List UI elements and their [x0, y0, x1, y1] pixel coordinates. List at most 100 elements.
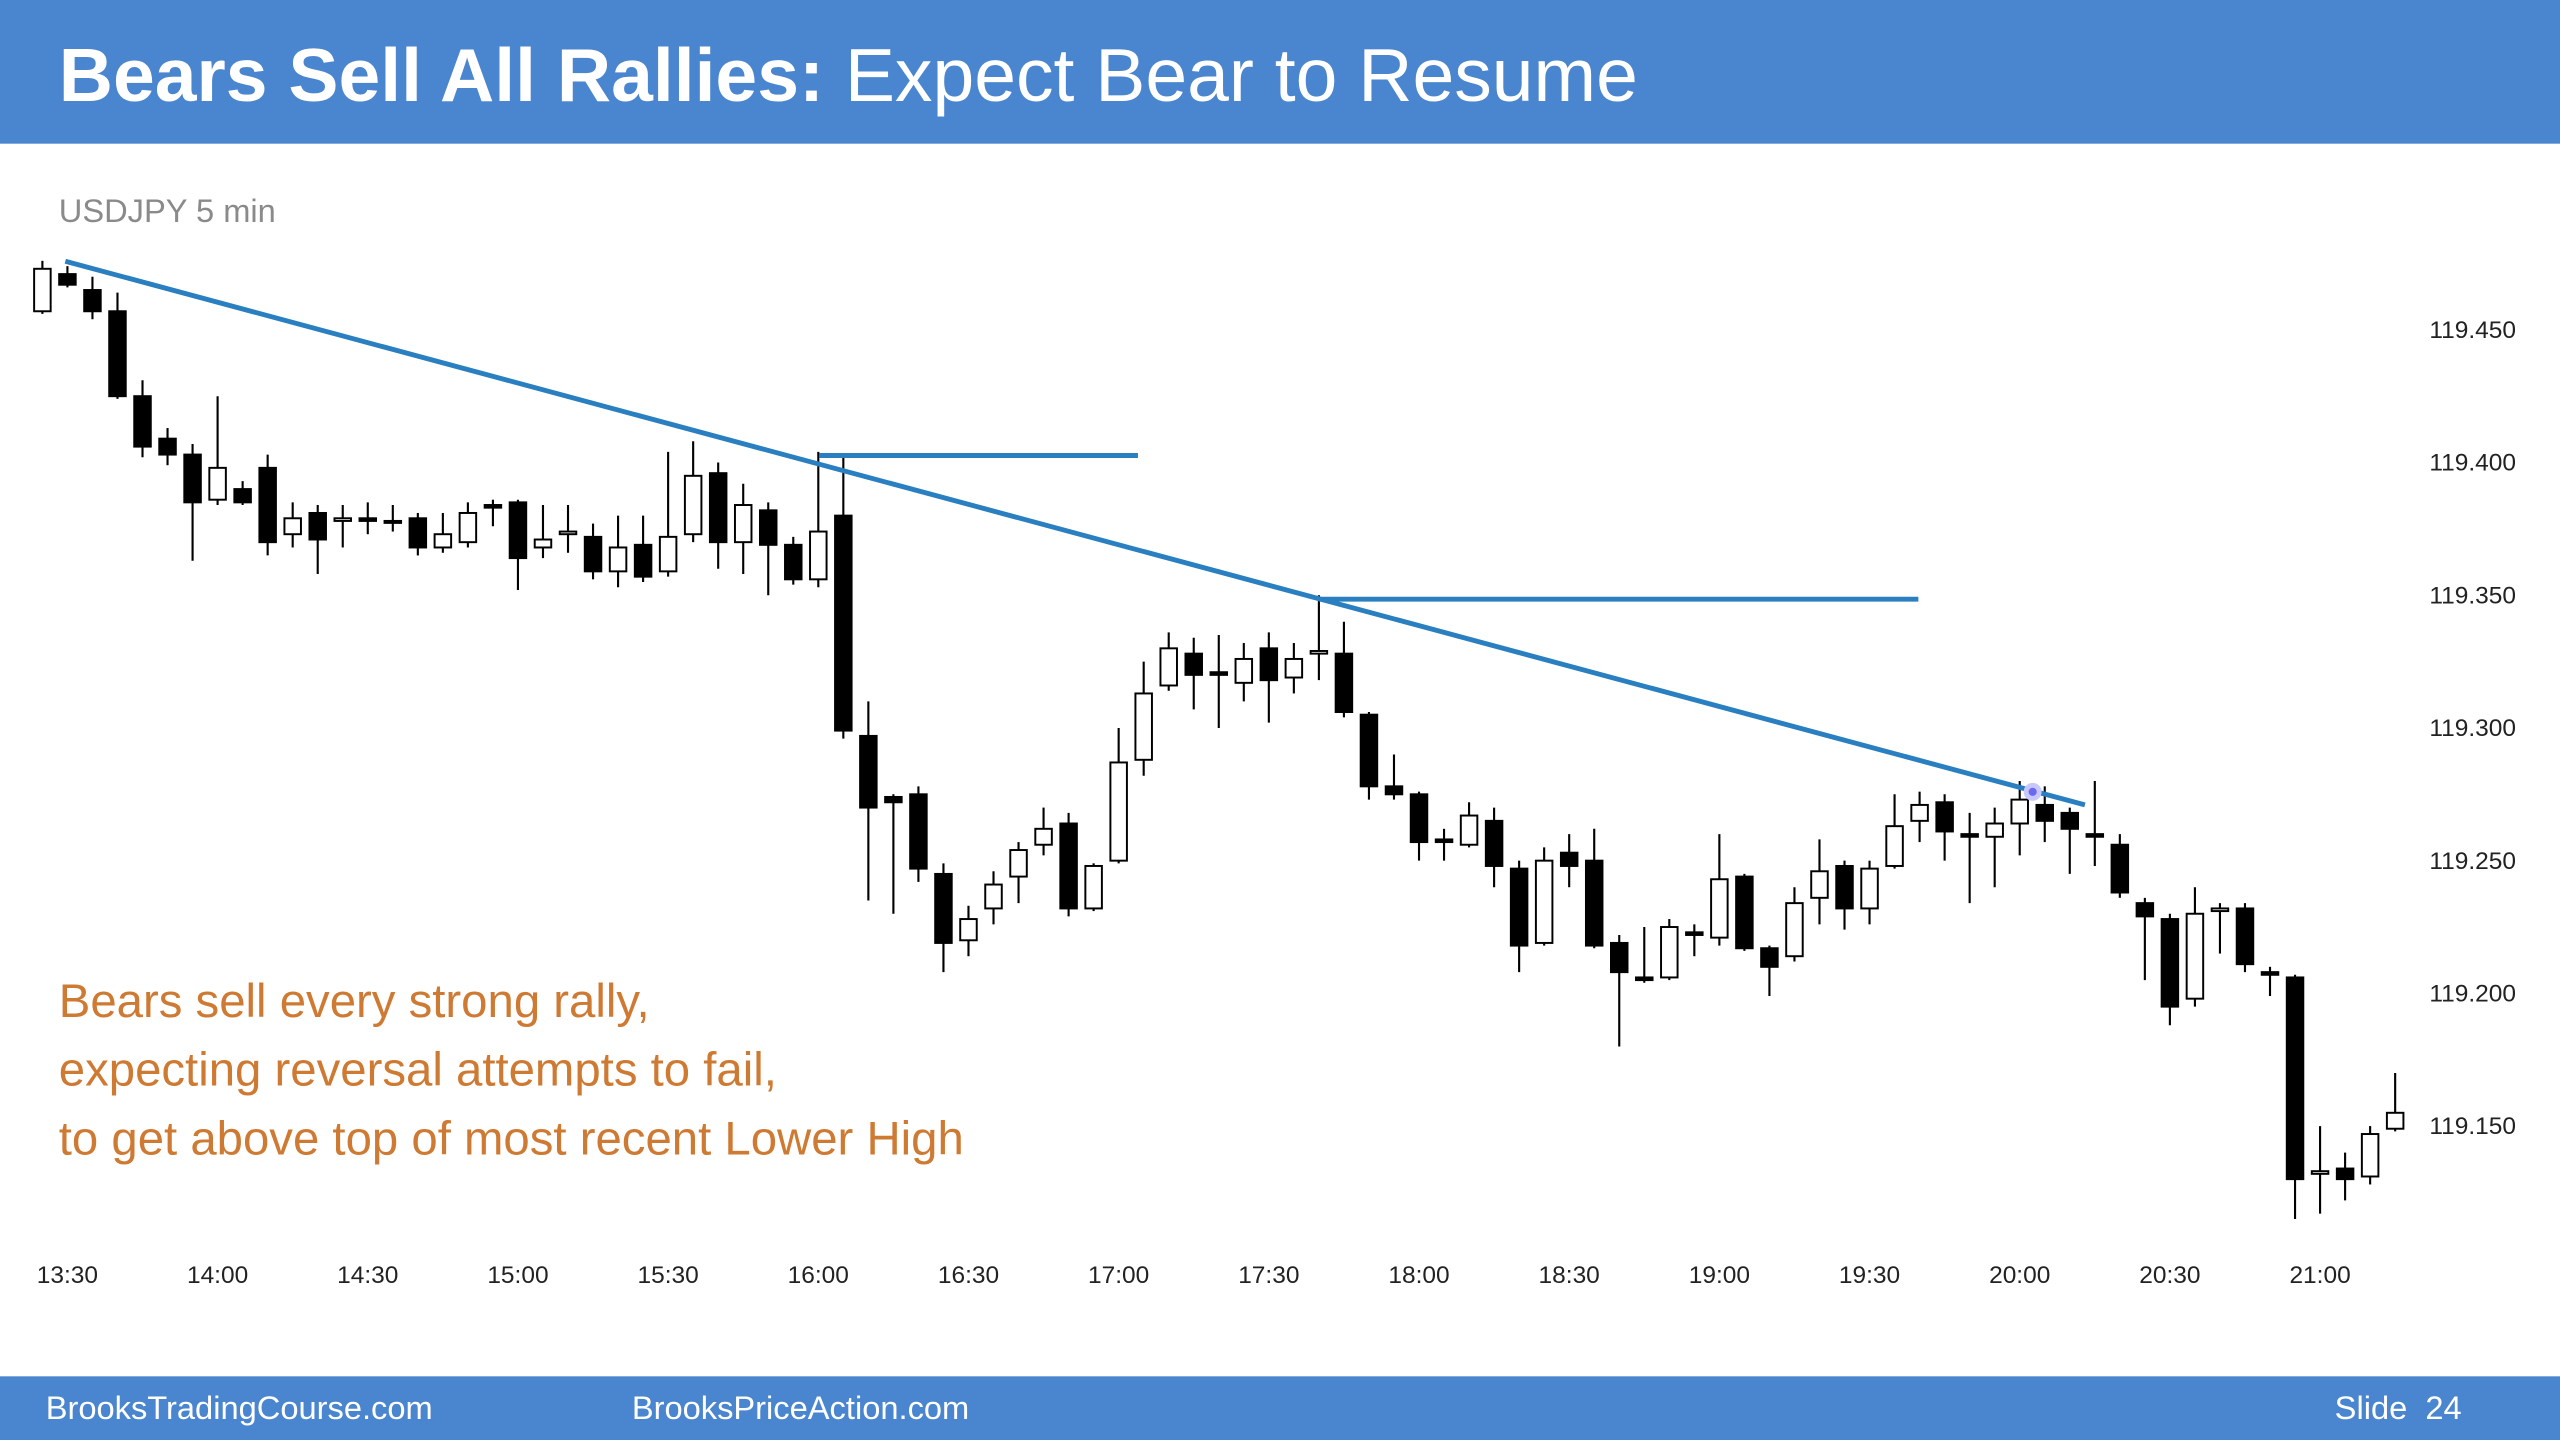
y-tick-label: 119.150 — [2429, 1113, 2516, 1140]
candle-body — [1034, 827, 1053, 846]
x-tick-label: 18:00 — [1388, 1262, 1449, 1289]
candle-body — [2210, 907, 2230, 913]
y-tick-label: 119.200 — [2429, 981, 2516, 1008]
candle-body — [308, 511, 327, 541]
y-tick-label: 119.450 — [2429, 317, 2516, 344]
candle-body — [2135, 902, 2155, 918]
trendline — [64, 258, 2086, 808]
candle-body — [1835, 864, 1854, 910]
candle-body — [1785, 902, 1804, 958]
candle-body — [1660, 926, 1679, 979]
candle-body — [2260, 971, 2280, 976]
candle-body — [1084, 864, 1103, 910]
x-tick-label: 17:30 — [1238, 1262, 1299, 1289]
candle-body — [1810, 870, 1829, 899]
candle-body — [1009, 849, 1028, 878]
candle-body — [1710, 878, 1729, 939]
x-tick-label: 14:00 — [187, 1262, 248, 1289]
candle-body — [558, 530, 578, 536]
x-tick-label: 20:30 — [2139, 1262, 2200, 1289]
candle-body — [633, 543, 653, 578]
y-tick-label: 119.300 — [2429, 715, 2516, 742]
candle-body — [1309, 650, 1329, 655]
candle-body — [934, 872, 953, 944]
candle-body — [2235, 907, 2255, 966]
x-tick-label: 17:00 — [1088, 1262, 1149, 1289]
candle-body — [2310, 1170, 2330, 1175]
candle-body — [133, 395, 152, 448]
candle-body — [784, 543, 803, 581]
candle-body — [708, 472, 728, 544]
candle-body — [33, 267, 52, 313]
x-tick-label: 19:30 — [1839, 1262, 1900, 1289]
candle-body — [1735, 875, 1754, 950]
candle-body — [1885, 825, 1904, 867]
candle-body — [533, 538, 553, 549]
candle-body — [733, 504, 753, 544]
candle-body — [1960, 833, 1979, 838]
candle-body — [1209, 671, 1229, 676]
candle-body — [358, 517, 378, 522]
candle-body — [1860, 867, 1879, 910]
chart-subtitle: USDJPY 5 min — [59, 192, 276, 229]
candle-body — [1910, 803, 1929, 822]
candle-body — [683, 474, 703, 536]
cursor — [2023, 782, 2042, 801]
header-bar — [0, 0, 2560, 144]
candle-body — [1109, 761, 1128, 862]
candle-body — [583, 535, 603, 573]
candle-body — [1610, 941, 1629, 974]
candle-body — [258, 466, 277, 544]
candle-body — [1234, 657, 1254, 684]
candle-body — [984, 883, 1003, 910]
candle-body — [1935, 801, 1954, 833]
candle-body — [834, 514, 853, 732]
candle-body — [1134, 692, 1153, 761]
candle-body — [83, 289, 102, 313]
title-bold: Bears Sell All Rallies: — [59, 33, 824, 117]
candle-body — [2035, 803, 2054, 822]
candle-body — [508, 501, 528, 560]
footer-right: Slide 24 — [2335, 1389, 2462, 1426]
candle-body — [2110, 843, 2130, 894]
x-tick-label: 16:30 — [938, 1262, 999, 1289]
candle-body — [884, 795, 903, 804]
candle-body — [408, 517, 428, 549]
candle-body — [1584, 859, 1604, 947]
candle-body — [759, 509, 778, 546]
candle-body — [1359, 713, 1379, 788]
x-tick-label: 21:00 — [2289, 1262, 2350, 1289]
candle-body — [1484, 819, 1504, 867]
candle-body — [158, 437, 177, 456]
annotation-line: Bears sell every strong rally, — [59, 975, 650, 1028]
x-tick-label: 18:30 — [1539, 1262, 1600, 1289]
candle-body — [1409, 793, 1429, 844]
candle-body — [809, 530, 828, 581]
candle-body — [1985, 822, 2004, 838]
candle-body — [909, 793, 928, 870]
candle-body — [1559, 851, 1579, 867]
title-rest: Expect Bear to Resume — [824, 33, 1638, 117]
candle-body — [1685, 931, 1704, 936]
candle-body — [1760, 947, 1779, 968]
candle-body — [1635, 976, 1654, 982]
x-tick-label: 19:00 — [1689, 1262, 1750, 1289]
candle-body — [1434, 838, 1454, 844]
candle-body — [333, 517, 352, 522]
candle-body — [608, 546, 628, 573]
footer-center: BrooksPriceAction.com — [632, 1389, 969, 1426]
candle-body — [2360, 1133, 2380, 1178]
candle-body — [383, 519, 403, 524]
candle-body — [2085, 833, 2105, 838]
candle-body — [2335, 1167, 2355, 1181]
candle-body — [58, 273, 77, 286]
candle-body — [959, 918, 978, 942]
x-tick-label: 14:30 — [337, 1262, 398, 1289]
candle-body — [1284, 657, 1304, 679]
y-tick-label: 119.350 — [2429, 582, 2516, 609]
candle-body — [208, 466, 227, 501]
candle-body — [2160, 918, 2180, 1008]
